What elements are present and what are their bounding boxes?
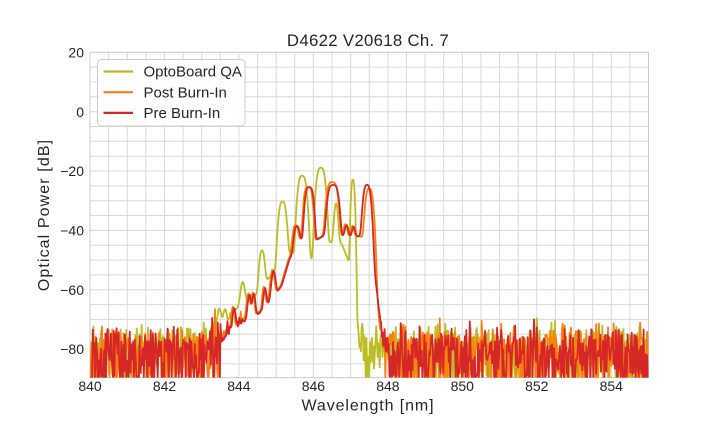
svg-text:Optical Power [dB]: Optical Power [dB] — [36, 139, 53, 291]
svg-text:854: 854 — [600, 378, 624, 394]
svg-text:852: 852 — [525, 378, 549, 394]
svg-text:−20: −20 — [60, 163, 84, 179]
svg-text:840: 840 — [78, 378, 102, 394]
svg-text:Wavelength [nm]: Wavelength [nm] — [302, 398, 435, 415]
svg-text:−80: −80 — [60, 341, 84, 357]
svg-text:850: 850 — [451, 378, 475, 394]
svg-text:D4622 V20618 Ch. 7: D4622 V20618 Ch. 7 — [287, 31, 449, 50]
svg-text:848: 848 — [376, 378, 400, 394]
svg-text:−40: −40 — [60, 223, 84, 239]
svg-text:OptoBoard QA: OptoBoard QA — [144, 64, 242, 81]
svg-text:846: 846 — [302, 378, 326, 394]
svg-text:−60: −60 — [60, 282, 84, 298]
svg-text:20: 20 — [68, 44, 84, 60]
svg-text:842: 842 — [153, 378, 177, 394]
svg-text:Post Burn-In: Post Burn-In — [144, 84, 227, 101]
svg-text:844: 844 — [227, 378, 251, 394]
svg-text:Pre Burn-In: Pre Burn-In — [144, 105, 221, 122]
svg-text:0: 0 — [76, 104, 84, 120]
